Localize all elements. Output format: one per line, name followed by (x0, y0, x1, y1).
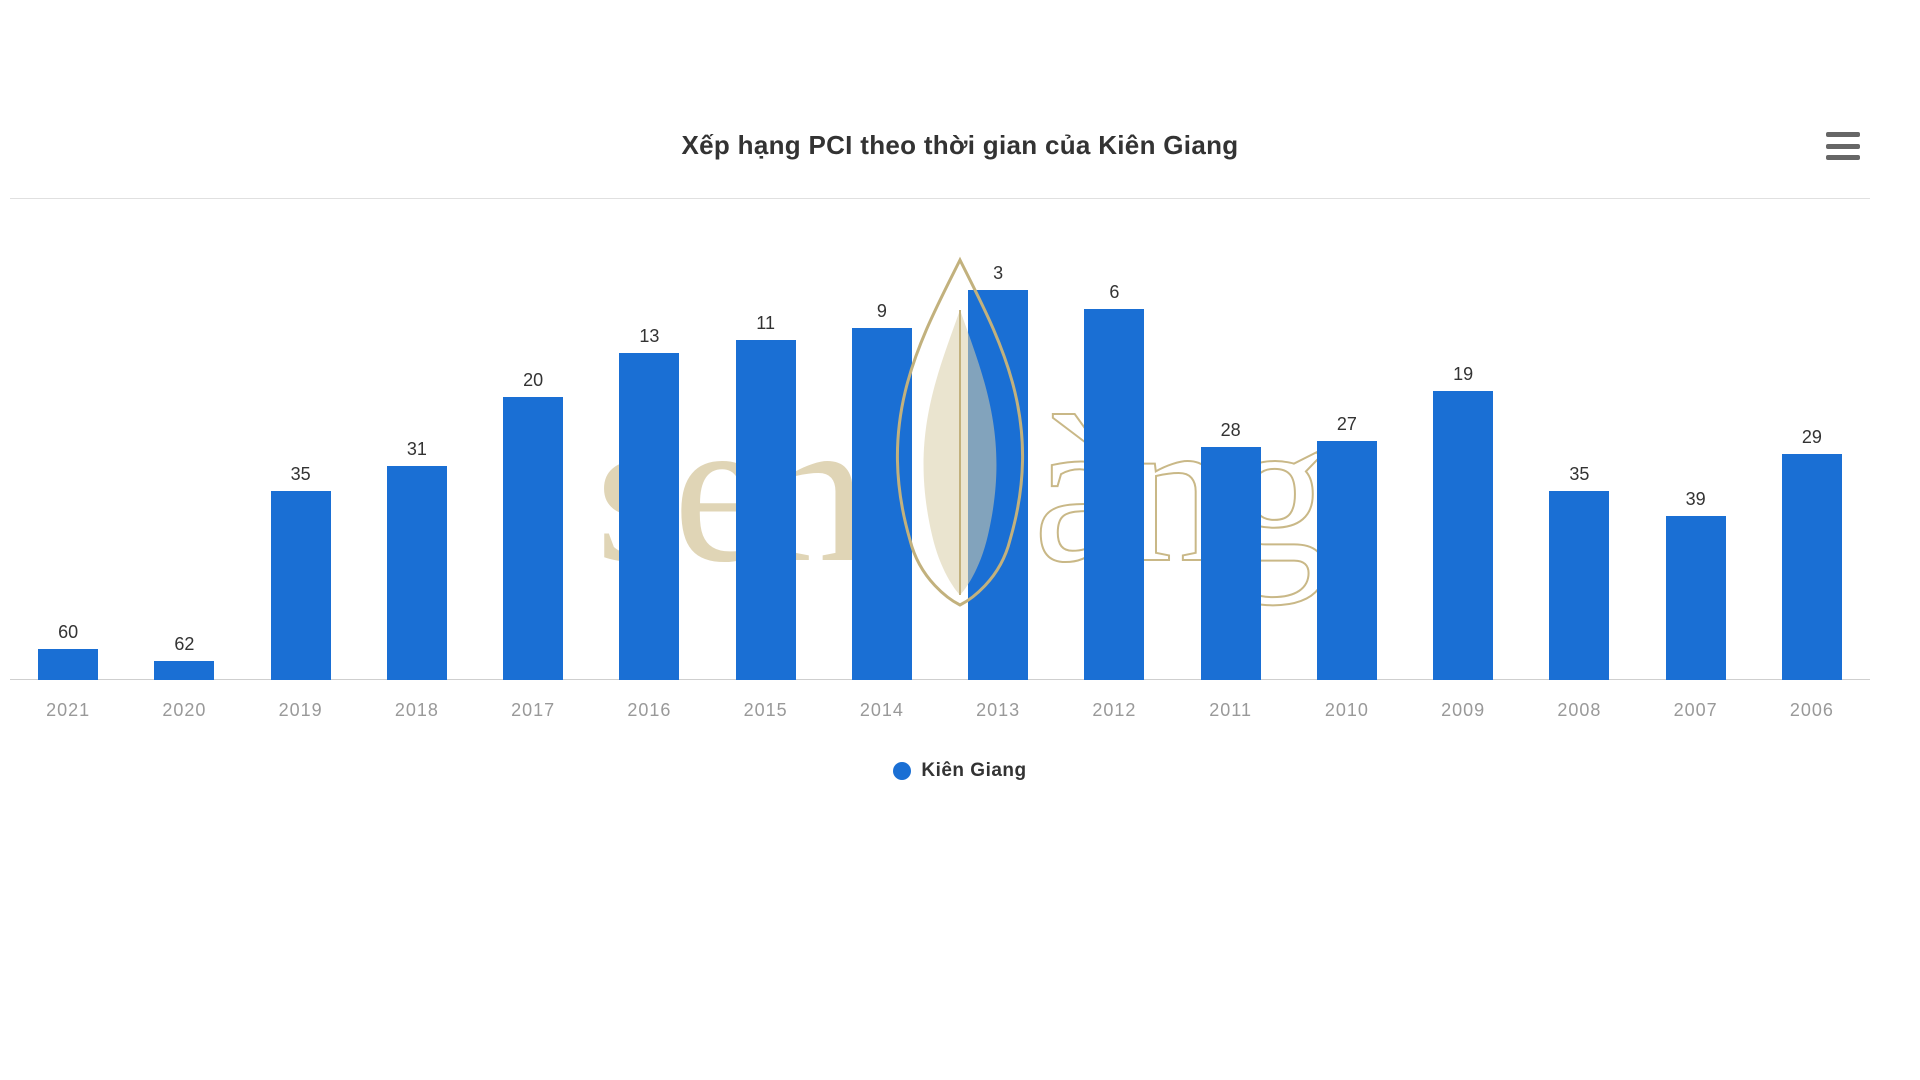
bar-rect (619, 353, 679, 680)
x-axis-label: 2009 (1403, 700, 1523, 721)
x-axis-label: 2021 (8, 700, 128, 721)
x-axis-label: 2016 (589, 700, 709, 721)
plot-area: 60623531201311936282719353929 (10, 290, 1870, 680)
legend-item[interactable]: Kiên Giang (893, 760, 1026, 782)
legend-label: Kiên Giang (921, 760, 1026, 782)
bar[interactable]: 35 (271, 491, 331, 680)
bar[interactable]: 35 (1549, 491, 1609, 680)
bar-value-label: 62 (124, 634, 244, 655)
x-axis-label: 2007 (1636, 700, 1756, 721)
x-axis-label: 2006 (1752, 700, 1872, 721)
bar-value-label: 39 (1636, 489, 1756, 510)
bar[interactable]: 62 (154, 661, 214, 680)
x-axis-label: 2008 (1519, 700, 1639, 721)
hamburger-line (1826, 155, 1860, 160)
chart-container: Xếp hạng PCI theo thời gian của Kiên Gia… (0, 0, 1920, 1080)
bar[interactable]: 39 (1666, 516, 1726, 680)
bar-rect (503, 397, 563, 680)
x-axis-label: 2012 (1054, 700, 1174, 721)
bar[interactable]: 11 (736, 340, 796, 680)
bar[interactable]: 60 (38, 649, 98, 680)
x-axis-label: 2015 (706, 700, 826, 721)
bar-value-label: 19 (1403, 364, 1523, 385)
bar-value-label: 6 (1054, 282, 1174, 303)
bar[interactable]: 3 (968, 290, 1028, 680)
bar-value-label: 11 (706, 313, 826, 334)
x-axis-label: 2010 (1287, 700, 1407, 721)
x-axis-label: 2014 (822, 700, 942, 721)
bar-value-label: 27 (1287, 414, 1407, 435)
bar[interactable]: 9 (852, 328, 912, 680)
bar-value-label: 35 (241, 464, 361, 485)
bar-rect (736, 340, 796, 680)
bar-value-label: 28 (1171, 420, 1291, 441)
bar-rect (1433, 391, 1493, 680)
bar[interactable]: 20 (503, 397, 563, 680)
chart-title: Xếp hạng PCI theo thời gian của Kiên Gia… (682, 130, 1239, 160)
bar-rect (1666, 516, 1726, 680)
bar-rect (154, 661, 214, 680)
hamburger-line (1826, 144, 1860, 149)
bar[interactable]: 28 (1201, 447, 1261, 680)
bar-value-label: 3 (938, 263, 1058, 284)
hamburger-line (1826, 132, 1860, 137)
bar-value-label: 60 (8, 622, 128, 643)
x-axis-label: 2013 (938, 700, 1058, 721)
x-axis-label: 2017 (473, 700, 593, 721)
legend-marker-icon (893, 762, 911, 780)
x-axis-label: 2018 (357, 700, 477, 721)
bar-value-label: 9 (822, 301, 942, 322)
bar-rect (387, 466, 447, 680)
bar-value-label: 31 (357, 439, 477, 460)
chart-menu-button[interactable] (1826, 132, 1860, 160)
bar-value-label: 29 (1752, 427, 1872, 448)
bar-rect (968, 290, 1028, 680)
bar-rect (1782, 454, 1842, 680)
x-axis-labels: 2021202020192018201720162015201420132012… (10, 700, 1870, 730)
bar[interactable]: 29 (1782, 454, 1842, 680)
title-row: Xếp hạng PCI theo thời gian của Kiên Gia… (0, 130, 1920, 161)
bar-value-label: 35 (1519, 464, 1639, 485)
bar-rect (38, 649, 98, 680)
header-divider (10, 198, 1870, 199)
bar-value-label: 20 (473, 370, 593, 391)
bar[interactable]: 31 (387, 466, 447, 680)
bar[interactable]: 13 (619, 353, 679, 680)
x-axis-label: 2020 (124, 700, 244, 721)
bar-rect (1201, 447, 1261, 680)
bar[interactable]: 27 (1317, 441, 1377, 680)
x-axis-label: 2011 (1171, 700, 1291, 721)
x-axis-label: 2019 (241, 700, 361, 721)
bar-rect (1549, 491, 1609, 680)
bar[interactable]: 6 (1084, 309, 1144, 680)
bar-rect (1084, 309, 1144, 680)
bar-value-label: 13 (589, 326, 709, 347)
bar-rect (1317, 441, 1377, 680)
bar-rect (271, 491, 331, 680)
legend: Kiên Giang (0, 760, 1920, 785)
bar[interactable]: 19 (1433, 391, 1493, 680)
bar-rect (852, 328, 912, 680)
